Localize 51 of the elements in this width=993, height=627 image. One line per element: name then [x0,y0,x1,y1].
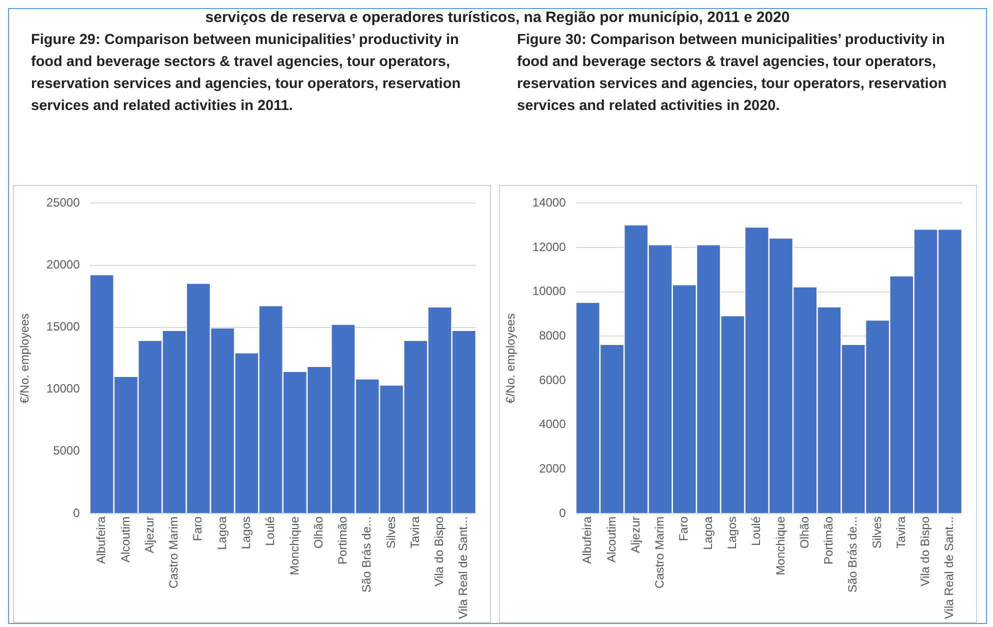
x-tick-label: Albufeira [580,516,594,564]
x-tick-label: Lagos [724,516,739,550]
x-tick-label: Monchique [287,516,302,576]
x-tick-label: Alcoutim [118,516,132,563]
x-tick-label: São Brás de... [846,516,860,593]
x-tick-label: Loulé [749,516,764,546]
y-tick-label: 0 [559,506,566,520]
x-tick-label: Tavira [408,516,422,549]
y-axis-title: €/No. employees [18,313,32,404]
y-tick-label: 10000 [46,382,80,396]
x-tick-label: Tavira [894,516,908,549]
x-tick-label: Lagoa [700,516,715,550]
text: serviços de reserva e operadores turísticos, na Região por município, 2011 e 2020 [204,9,791,27]
y-tick-label: 2000 [539,461,566,476]
x-tick-label: Portimão [822,516,836,565]
x-tick-label: Portimão [336,516,350,565]
x-tick-label: Loulé [263,516,278,546]
x-tick-label: Castro Marim [166,516,181,589]
x-tick-label: Albufeira [94,516,108,564]
x-tick-label: Faro [190,516,205,542]
x-tick-label: Aljezur [142,516,156,554]
y-tick-label: 25000 [46,196,80,210]
x-tick-label: Vila Real de Sant... [456,516,470,620]
y-tick-label: 20000 [46,258,80,272]
y-tick-label: 12000 [532,240,566,254]
y-tick-label: 14000 [532,196,566,210]
y-tick-label: 5000 [53,444,80,458]
x-tick-label: Castro Marim [652,516,667,589]
y-tick-label: 15000 [46,320,80,334]
x-tick-label: Vila do Bispo [432,516,446,586]
x-tick-label: Vila Real de Sant... [942,516,956,620]
y-tick-label: 8000 [539,328,566,342]
x-tick-label: Lagos [238,516,253,550]
x-tick-label: Lagoa [214,516,229,550]
chart-title: Figure 30: Comparison between municipalities’ productivity in food and beverage sectors & travel agencies, tour operators, reservation services and agencies, tour operators, reservation services and related activities in 2020. [516,31,948,116]
x-tick-label: Olhão [311,516,326,549]
y-tick-label: 6000 [539,372,566,387]
y-tick-label: 10000 [532,284,566,298]
y-axis-title: €/No. employees [504,313,518,404]
x-tick-label: Vila do Bispo [918,516,932,586]
y-tick-label: 4000 [539,417,566,432]
x-tick-label: Olhão [797,516,812,549]
chart-title: Figure 29: Comparison between municipalities’ productivity in food and beverage sectors & travel agencies, tour operators, reservation services and agencies, tour operators, reservation services and related activities in 2011. [30,31,462,116]
x-tick-label: Silves [870,516,884,549]
x-tick-label: Aljezur [628,516,642,554]
x-tick-label: Alcoutim [604,516,618,563]
x-tick-label: Monchique [773,516,788,576]
y-tick-label: 0 [73,506,80,520]
x-tick-label: São Brás de... [360,516,374,593]
x-tick-label: Faro [676,516,691,542]
x-tick-label: Silves [384,516,398,549]
